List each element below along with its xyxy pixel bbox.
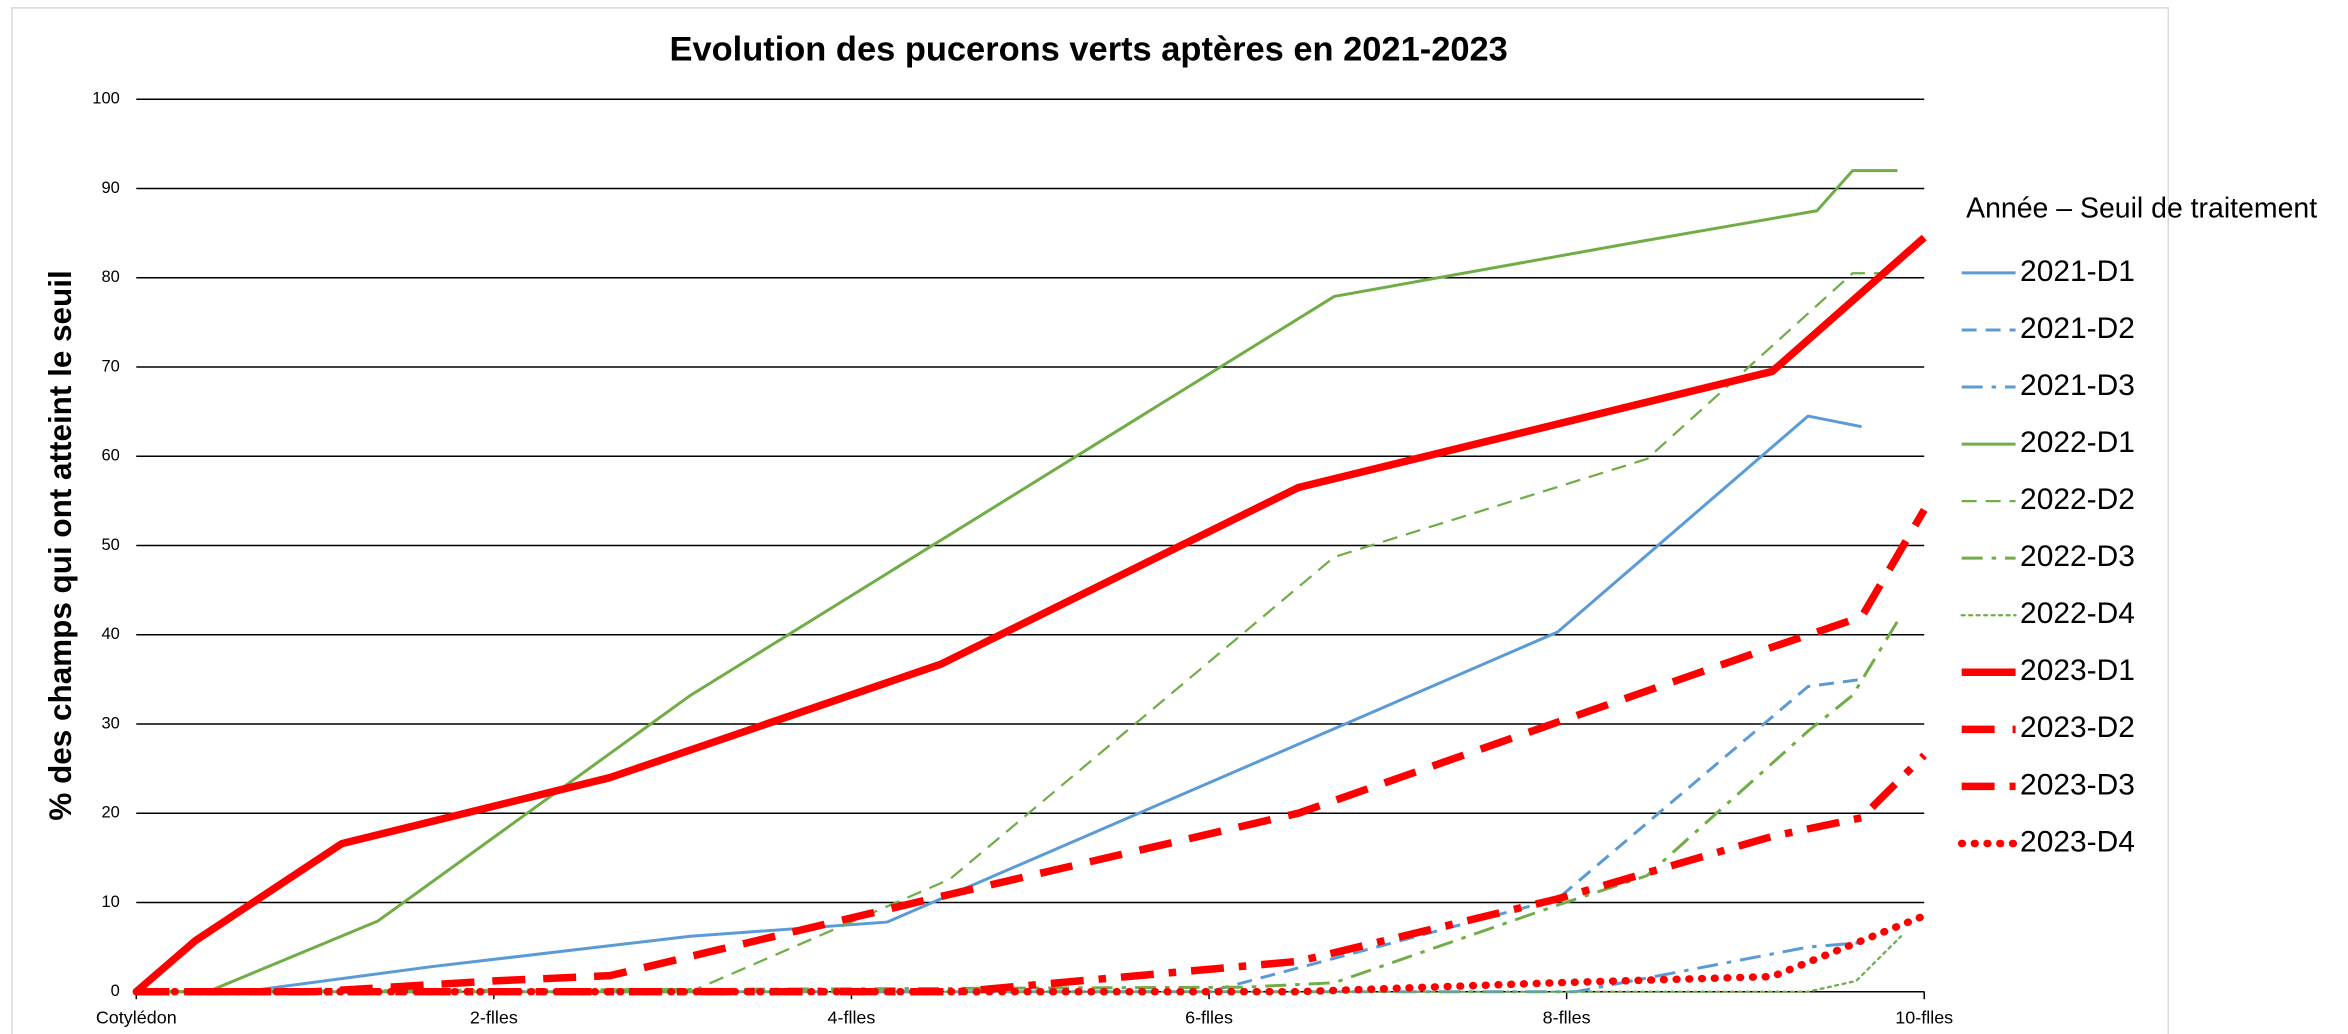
legend-title: Année – Seuil de traitement — [1966, 193, 2317, 225]
x-tick-label: 6-flles — [1185, 1007, 1233, 1027]
series-line — [136, 507, 1928, 996]
x-tick-label: 8-flles — [1543, 1007, 1591, 1027]
y-tick-label: 50 — [101, 536, 119, 554]
y-tick-label: 0 — [111, 982, 120, 1000]
legend-label: 2021-D1 — [2020, 255, 2135, 288]
legend-label: 2023-D4 — [2020, 825, 2135, 858]
legend-label: 2023-D3 — [2020, 768, 2135, 801]
legend-label: 2022-D4 — [2020, 597, 2135, 630]
y-tick-label: 100 — [92, 90, 119, 108]
series-line — [136, 752, 1927, 996]
x-tick-label: 4-flles — [828, 1007, 876, 1027]
y-tick-label: 70 — [101, 357, 119, 375]
legend-label: 2022-D3 — [2020, 540, 2135, 573]
y-tick-label: 40 — [101, 625, 119, 643]
legend-label: 2021-D2 — [2020, 312, 2135, 345]
series-line — [136, 169, 1898, 994]
legend-label: 2022-D1 — [2020, 426, 2135, 459]
legend-label: 2021-D3 — [2020, 369, 2135, 402]
y-axis-label: % des champs qui ont atteint le seuil — [43, 270, 78, 820]
legend-label: 2023-D2 — [2020, 711, 2135, 744]
y-tick-label: 10 — [101, 893, 119, 911]
y-tick-label: 80 — [101, 268, 119, 286]
series-line — [133, 234, 1927, 995]
series-line — [135, 935, 1903, 993]
series-line — [136, 414, 1862, 994]
y-tick-label: 90 — [101, 179, 119, 197]
legend-label: 2023-D1 — [2020, 654, 2135, 687]
chart-title: Evolution des pucerons verts aptères en … — [669, 30, 1507, 68]
x-tick-label: 10-flles — [1895, 1007, 1953, 1027]
chart-frame — [11, 7, 2170, 1034]
x-tick-label: Cotylédon — [96, 1007, 177, 1027]
series-line — [136, 272, 1898, 993]
series-line — [136, 620, 1899, 994]
series-line — [136, 941, 1862, 994]
series-line — [132, 912, 1928, 996]
y-tick-label: 20 — [101, 804, 119, 822]
x-tick-label: 2-flles — [470, 1007, 518, 1027]
legend-label: 2022-D2 — [2020, 483, 2135, 516]
y-tick-label: 30 — [101, 714, 119, 732]
series-line — [136, 677, 1862, 994]
y-tick-label: 60 — [101, 447, 119, 465]
